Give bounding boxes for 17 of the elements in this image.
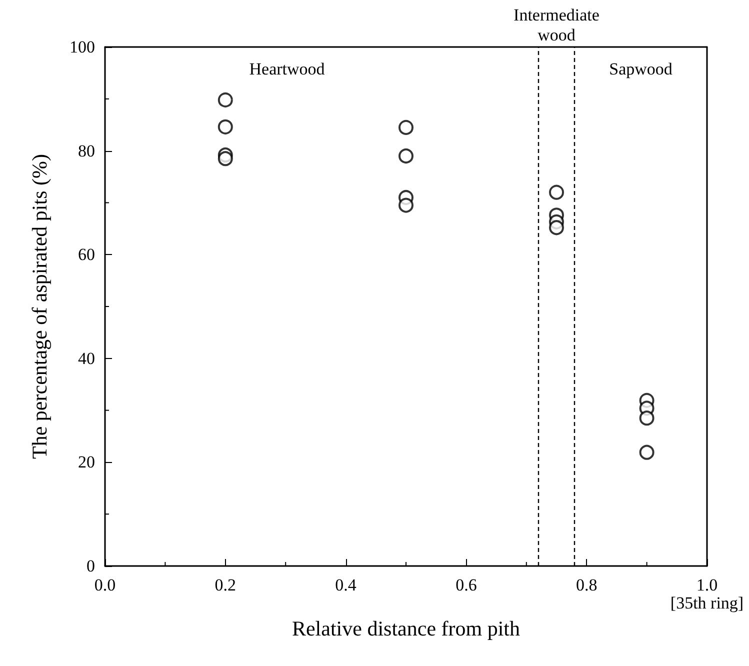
y-tick-label: 20 bbox=[78, 452, 95, 472]
x-axis-title: Relative distance from pith bbox=[292, 616, 520, 640]
y-tick-label: 100 bbox=[70, 38, 95, 56]
y-tick-label: 0 bbox=[86, 556, 95, 576]
y-tick-label: 80 bbox=[78, 141, 95, 160]
y-axis-title: The percentage of aspirated pits (%) bbox=[28, 154, 52, 459]
annotation: Sapwood bbox=[609, 60, 673, 78]
annotation: Heartwood bbox=[249, 60, 326, 78]
x-tick-label: 0.0 bbox=[94, 576, 116, 594]
y-tick-label: 40 bbox=[78, 348, 95, 368]
y-tick-label: 60 bbox=[78, 245, 95, 264]
x-tick-label: 1.0 [35th ring] bbox=[670, 576, 744, 612]
x-tick-label: 0.2 bbox=[214, 576, 236, 594]
x-tick-label: 0.8 bbox=[576, 576, 598, 594]
x-tick-label: 0.6 bbox=[456, 576, 477, 594]
text: Intermediate wood bbox=[514, 6, 600, 44]
x-tick-label: 0.4 bbox=[335, 576, 357, 594]
